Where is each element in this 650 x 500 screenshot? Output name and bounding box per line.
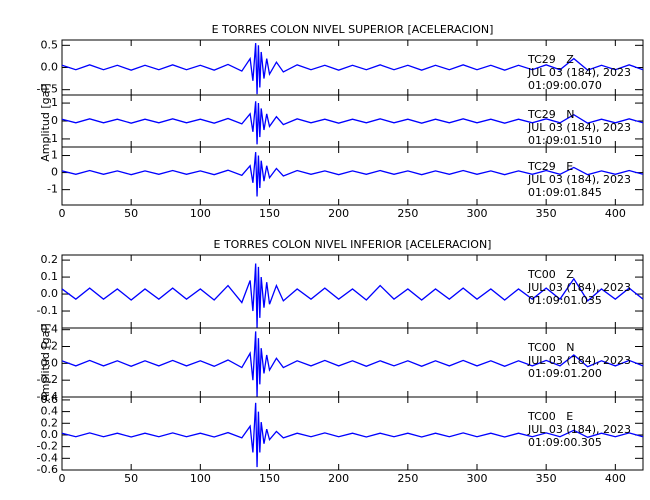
y-tick-label: 0 (51, 166, 58, 179)
x-tick-label: 200 (328, 207, 349, 220)
x-tick-label: 350 (536, 207, 557, 220)
date-label: JUL 03 (184), 2023 (527, 173, 631, 186)
x-tick-label: 250 (397, 207, 418, 220)
y-tick-label: -0.4 (37, 390, 58, 403)
y-tick-label: 0.2 (41, 416, 59, 429)
y-tick-label: 1 (51, 96, 58, 109)
y-tick-label: 0.2 (41, 340, 59, 353)
x-tick-label: 400 (605, 472, 626, 485)
y-tick-label: -0.5 (37, 83, 58, 96)
x-tick-label: 300 (467, 207, 488, 220)
x-tick-label: 0 (59, 207, 66, 220)
waveform (61, 402, 644, 468)
y-tick-label: 0.0 (41, 287, 59, 300)
waveform (61, 263, 644, 329)
x-tick-label: 150 (259, 207, 280, 220)
y-tick-label: 0.2 (41, 253, 59, 266)
x-tick-label: 400 (605, 207, 626, 220)
station-label: TC29 Z (527, 53, 574, 66)
x-tick-label: 250 (397, 472, 418, 485)
date-label: JUL 03 (184), 2023 (527, 423, 631, 436)
y-tick-label: -0.1 (37, 304, 58, 317)
date-label: JUL 03 (184), 2023 (527, 354, 631, 367)
station-label: TC29 E (527, 160, 573, 173)
time-label: 01:09:01.510 (528, 134, 602, 147)
y-tick-label: -0.2 (37, 373, 58, 386)
x-tick-label: 350 (536, 472, 557, 485)
time-label: 01:09:01.845 (528, 186, 602, 199)
y-tick-label: 0.4 (41, 405, 59, 418)
time-label: 01:09:00.070 (528, 79, 602, 92)
chart-title: E TORRES COLON NIVEL INFERIOR [ACELERACI… (214, 238, 492, 251)
date-label: JUL 03 (184), 2023 (527, 281, 631, 294)
waveform (61, 152, 644, 197)
x-tick-label: 300 (467, 472, 488, 485)
subplot-frame (61, 146, 644, 206)
station-label: TC00 Z (527, 268, 574, 281)
station-label: TC00 N (527, 341, 574, 354)
date-label: JUL 03 (184), 2023 (527, 66, 631, 79)
x-tick-label: 50 (124, 207, 138, 220)
y-tick-label: 0 (51, 114, 58, 127)
y-tick-label: 0.4 (41, 323, 59, 336)
y-tick-label: 0.5 (41, 38, 59, 51)
y-axis-label: Amplitud [gal] (39, 83, 52, 161)
x-tick-label: 100 (190, 472, 211, 485)
y-tick-label: 1 (51, 149, 58, 162)
time-label: 01:09:00.305 (528, 436, 602, 449)
x-tick-label: 150 (259, 472, 280, 485)
y-tick-label: 0.0 (41, 356, 59, 369)
y-tick-label: -0.4 (37, 451, 58, 464)
chart-title: E TORRES COLON NIVEL SUPERIOR [ACELERACI… (212, 23, 494, 36)
waveform (61, 101, 644, 145)
x-tick-label: 100 (190, 207, 211, 220)
y-tick-label: -0.2 (37, 440, 58, 453)
x-tick-label: 0 (59, 472, 66, 485)
x-tick-label: 50 (124, 472, 138, 485)
time-label: 01:09:01.035 (528, 294, 602, 307)
y-tick-label: -1 (47, 183, 58, 196)
x-tick-label: 200 (328, 472, 349, 485)
time-label: 01:09:01.200 (528, 367, 602, 380)
y-tick-label: 0.6 (41, 393, 59, 406)
station-label: TC29 N (527, 108, 574, 121)
y-tick-label: 0.0 (41, 61, 59, 74)
y-tick-label: -0.6 (37, 463, 58, 476)
y-tick-label: 0.0 (41, 428, 59, 441)
date-label: JUL 03 (184), 2023 (527, 121, 631, 134)
station-label: TC00 E (527, 410, 573, 423)
waveform (61, 331, 644, 398)
y-tick-label: 0.1 (41, 270, 59, 283)
waveform (61, 43, 644, 95)
y-axis-label: Amplitud [gal] (39, 323, 52, 401)
y-tick-label: -1 (47, 132, 58, 145)
